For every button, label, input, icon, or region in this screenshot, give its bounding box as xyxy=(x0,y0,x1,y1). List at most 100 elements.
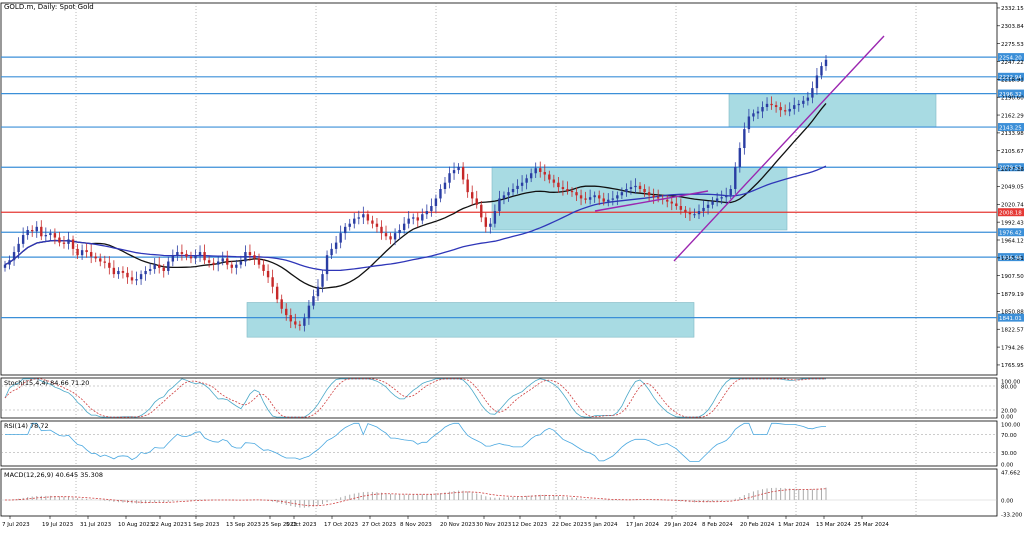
candle-body xyxy=(216,261,220,265)
candle-body xyxy=(330,248,333,256)
candle-body xyxy=(321,274,324,287)
price-tag xyxy=(998,89,1024,98)
candle-body xyxy=(774,105,778,108)
candle-body xyxy=(17,243,20,253)
candle-body xyxy=(647,192,651,196)
candle-body xyxy=(398,229,401,234)
chart-title: GOLD.m, Daily: Spot Gold xyxy=(4,3,94,11)
candle-body xyxy=(402,223,406,230)
candle-body xyxy=(366,214,370,221)
candle-body xyxy=(452,170,456,174)
stoch-label: Stoch(15,4,4) 84.66 71.20 xyxy=(4,379,89,387)
candle-body xyxy=(380,226,383,234)
price-tick-label: 2275.53 xyxy=(1001,42,1024,48)
candle-body xyxy=(53,233,57,238)
candle-body xyxy=(616,195,619,199)
candle-body xyxy=(126,272,129,278)
candle-body xyxy=(44,235,48,237)
candle-body xyxy=(706,204,710,208)
candle-body xyxy=(353,218,356,224)
candle-body xyxy=(575,192,578,196)
candle-body xyxy=(312,296,315,306)
candle-body xyxy=(162,267,165,271)
price-tick-label: 1822.57 xyxy=(1001,328,1024,334)
candle-body xyxy=(484,217,488,227)
date-label: 30 Nov 2023 xyxy=(476,522,512,528)
candle-body xyxy=(443,182,447,189)
date-label: 17 Oct 2023 xyxy=(324,522,359,528)
rectangle-zones[interactable] xyxy=(246,93,937,338)
date-label: 22 Dec 2023 xyxy=(552,522,588,528)
price-tick-label: 1879.19 xyxy=(1001,292,1024,298)
candle-body xyxy=(121,270,125,273)
price-tick-label: 2105.67 xyxy=(1001,149,1024,155)
candle-body xyxy=(588,197,592,200)
candle-body xyxy=(752,113,755,117)
rsi-label: RSI(14) 78.72 xyxy=(4,422,49,430)
candle-body xyxy=(148,269,152,271)
price-tick-label: 1992.43 xyxy=(1001,220,1024,226)
candle-body xyxy=(253,255,256,259)
candle-body xyxy=(557,182,560,188)
candle-body xyxy=(770,103,773,106)
price-tick-label: 2077.36 xyxy=(1001,167,1024,173)
price-tick-label: 2332.15 xyxy=(1001,6,1024,12)
candle-body xyxy=(747,116,751,130)
candle-body xyxy=(85,250,88,253)
pane-tick-label: 100.00 xyxy=(1001,379,1021,385)
trendlines[interactable] xyxy=(594,35,885,262)
candle-body xyxy=(656,197,660,199)
candle-body xyxy=(561,187,565,189)
rsi-line xyxy=(5,422,827,462)
candle-body xyxy=(548,174,551,180)
candle-body xyxy=(393,233,397,240)
price-tick-label: 2162.29 xyxy=(1001,113,1024,119)
candle-body xyxy=(511,189,515,193)
candle-body xyxy=(26,229,29,236)
date-label: 1 Sep 2023 xyxy=(188,522,220,528)
candle-body xyxy=(203,252,206,261)
price-tick-label: 1765.95 xyxy=(1001,363,1024,369)
candle-body xyxy=(470,192,474,199)
pane-frame-0 xyxy=(0,2,998,376)
time-axis: 7 Jul 2023 19 Jul 2023 31 Jul 2023 10 Aug 2… xyxy=(2,516,889,528)
candle-body xyxy=(715,198,719,202)
date-label: 19 Jul 2023 xyxy=(42,522,74,528)
candlesticks xyxy=(3,55,828,332)
candle-body xyxy=(35,226,38,232)
macd-signal-line xyxy=(5,488,827,507)
candle-body xyxy=(262,264,265,271)
candle-body xyxy=(21,235,25,244)
candle-body xyxy=(3,264,7,268)
price-tag xyxy=(998,313,1024,322)
date-label: 12 Dec 2023 xyxy=(512,522,548,528)
pane-tick-label: 20.00 xyxy=(1001,408,1017,414)
candle-body xyxy=(788,108,791,112)
trendline-flag xyxy=(594,190,709,212)
candle-body xyxy=(198,252,202,256)
candle-body xyxy=(112,267,116,275)
candle-body xyxy=(711,201,714,205)
candle-body xyxy=(552,179,556,183)
price-tag-label: 2008.18 xyxy=(999,211,1022,217)
date-label: 29 Jan 2024 xyxy=(664,522,697,528)
candle-body xyxy=(498,198,501,212)
candle-body xyxy=(820,66,823,76)
candle-body xyxy=(117,270,120,275)
candle-body xyxy=(108,262,111,268)
candle-body xyxy=(130,277,134,281)
price-tick-label: 1964.12 xyxy=(1001,238,1024,244)
price-tag xyxy=(998,72,1024,81)
candle-body xyxy=(357,217,361,219)
price-tag xyxy=(998,53,1024,62)
candle-body xyxy=(239,261,243,265)
pane-tick-label: 0.00 xyxy=(1001,462,1014,468)
candle-body xyxy=(566,189,569,191)
candle-body xyxy=(684,209,687,213)
candle-body xyxy=(362,214,365,218)
candle-body xyxy=(412,217,415,219)
candle-body xyxy=(99,258,102,262)
candle-body xyxy=(543,171,546,175)
